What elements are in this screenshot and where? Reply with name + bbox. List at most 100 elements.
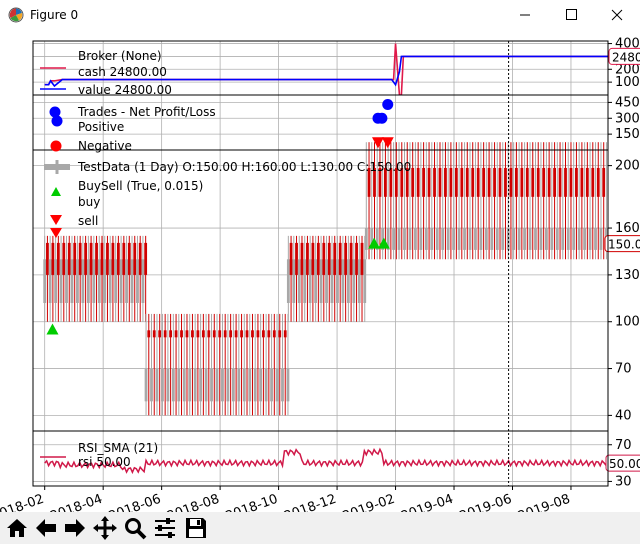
- broker-legend: Broker (None) cash 24800.00 value 24800.00: [40, 49, 172, 97]
- candle-body: [150, 368, 153, 402]
- candle-body: [370, 228, 374, 250]
- legend-title: Trades - Net Profit/Loss: [77, 105, 216, 119]
- candle-body: [226, 368, 230, 402]
- candle-body: [275, 368, 279, 402]
- candle-body: [542, 167, 546, 197]
- candle-body: [433, 167, 436, 197]
- x-tick-label: 2018-06: [107, 492, 163, 512]
- subplots-config-button[interactable]: [152, 515, 178, 541]
- candle-body: [596, 167, 600, 197]
- candle-body: [136, 259, 139, 303]
- candle-body: [215, 368, 219, 402]
- candle-body: [400, 167, 404, 197]
- candle-body: [438, 167, 442, 197]
- y-tick-label: 100: [615, 315, 640, 330]
- candle-body: [498, 167, 502, 197]
- y-tick-label: 200: [615, 62, 640, 77]
- candle-body: [289, 242, 293, 275]
- home-button[interactable]: [4, 515, 30, 541]
- legend-entry-buy: buy: [78, 195, 100, 209]
- candle-body: [378, 167, 382, 197]
- candle-body: [386, 228, 390, 250]
- price-value-tag: 150.00: [604, 235, 640, 253]
- panel-frame: [32, 430, 609, 487]
- legend-negative-marker: [50, 140, 62, 152]
- candle-body: [367, 167, 371, 197]
- candle-body: [223, 330, 227, 338]
- candle-body: [264, 368, 268, 402]
- candle-body: [89, 242, 93, 275]
- candle-body: [240, 330, 243, 338]
- home-icon: [7, 519, 27, 537]
- maximize-icon: [566, 9, 577, 20]
- candle-body: [297, 259, 301, 303]
- candle-body: [70, 259, 74, 303]
- candle-body: [352, 259, 356, 303]
- candle-body: [525, 167, 529, 197]
- candle-body: [193, 368, 197, 402]
- y-tick-label: 30: [615, 474, 632, 489]
- candle-body: [411, 167, 415, 197]
- candle-body: [188, 368, 192, 402]
- save-button[interactable]: [183, 515, 209, 541]
- candle-body: [84, 242, 88, 275]
- legend-sell-marker: [50, 228, 62, 238]
- candle-body: [303, 259, 307, 303]
- pan-button[interactable]: [92, 515, 118, 541]
- candle-body: [174, 330, 178, 338]
- subplots-config-icon: [155, 518, 175, 538]
- candle-body: [457, 228, 461, 250]
- candle-body: [100, 242, 104, 275]
- close-button[interactable]: [594, 0, 640, 30]
- candle-body: [405, 167, 409, 197]
- candle-body: [253, 368, 257, 402]
- candle-body: [547, 167, 551, 197]
- candle-body: [97, 259, 101, 303]
- candle-body: [155, 368, 159, 402]
- candle-body: [419, 228, 423, 250]
- zoom-button[interactable]: [122, 515, 148, 541]
- candle-body: [463, 228, 466, 250]
- candle-body: [330, 259, 334, 303]
- candle-body: [338, 242, 342, 275]
- candle-body: [237, 368, 241, 402]
- candle-body: [514, 167, 518, 197]
- forward-button[interactable]: [62, 515, 88, 541]
- x-tick-label: 2018-08: [165, 492, 221, 512]
- maximize-button[interactable]: [548, 0, 594, 30]
- sell-marker: [381, 137, 394, 149]
- forward-icon: [65, 519, 85, 537]
- candle-body: [185, 330, 189, 338]
- y-tick-label: 150: [615, 127, 640, 142]
- candle-body: [286, 368, 290, 402]
- candle-body: [319, 259, 323, 303]
- candle-body: [122, 242, 126, 275]
- candle-body: [300, 242, 304, 275]
- candle-body: [482, 167, 486, 197]
- back-button[interactable]: [33, 515, 59, 541]
- candle-body: [218, 330, 222, 338]
- candle-body: [270, 368, 273, 402]
- back-icon: [36, 519, 56, 537]
- candle-body: [283, 330, 287, 338]
- figure-canvas[interactable]: 10020030040024800.0015030045040701001301…: [0, 30, 640, 512]
- legend-buy-marker: [51, 187, 61, 196]
- candle-body: [495, 228, 499, 250]
- candle-body: [599, 228, 603, 250]
- candle-body: [397, 228, 401, 250]
- candle-body: [182, 368, 186, 402]
- candle-body: [416, 167, 420, 197]
- legend-entry-positive: Positive: [78, 120, 124, 134]
- legend-title: Broker (None): [78, 49, 162, 63]
- y-tick-label: 400: [615, 37, 640, 52]
- candle-body: [295, 242, 298, 275]
- candle-body: [375, 228, 379, 250]
- legend-entry-negative: Negative: [78, 139, 132, 153]
- minimize-button[interactable]: [502, 0, 548, 30]
- y-tick-label: 160: [615, 221, 640, 236]
- legend-entry-rsi: rsi 50.00: [78, 455, 131, 469]
- candle-body: [92, 259, 96, 303]
- y-tick-label: 100: [615, 75, 640, 90]
- candle-body: [127, 242, 131, 275]
- close-icon: [611, 9, 623, 21]
